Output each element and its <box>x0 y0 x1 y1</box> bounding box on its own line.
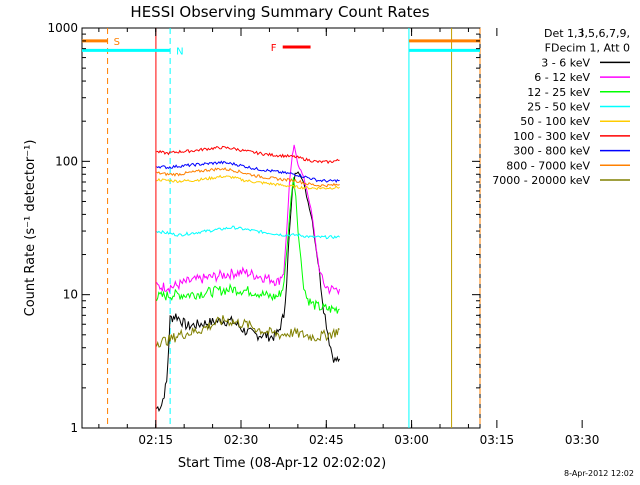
y-tick-label: 100 <box>55 154 78 168</box>
legend-entry-label: 100 - 300 keV <box>513 130 590 143</box>
series-line-7 <box>156 167 340 188</box>
series-line-3 <box>156 225 340 240</box>
legend-entry-label: 3 - 6 keV <box>541 56 590 69</box>
legend-header: FDecim 1, Att 0 <box>545 42 630 55</box>
annotation-label: N <box>176 46 183 57</box>
annotation-label: F <box>271 43 277 54</box>
series-layer <box>156 144 341 412</box>
y-axis-ticks: 1 10 100 1000 <box>47 21 480 435</box>
x-tick-label: 03:30 <box>565 433 600 447</box>
series-line-5 <box>156 145 340 165</box>
x-tick-label: 02:45 <box>309 433 344 447</box>
annotations: SN F <box>82 28 481 428</box>
series-line-0 <box>156 171 341 412</box>
legend-entry-label: 50 - 100 keV <box>520 115 590 128</box>
y-tick-label: 1 <box>70 421 78 435</box>
annotation-label: S <box>114 37 120 48</box>
x-tick-label: 02:30 <box>224 433 259 447</box>
x-tick-label: 03:00 <box>394 433 429 447</box>
x-axis-label: Start Time (08-Apr-12 02:02:02) <box>178 456 386 471</box>
timestamp-stamp: 8-Apr-2012 12:02 <box>564 469 634 478</box>
x-tick-label: 03:15 <box>480 433 515 447</box>
series-line-6 <box>156 160 340 184</box>
plot-frame <box>81 27 481 429</box>
legend: Det 1,3,5,6,7,9, FDecim 1, Att 03 - 6 keV… <box>492 27 630 187</box>
legend-entry-label: 800 - 7000 keV <box>506 159 590 172</box>
x-tick-label: 02:15 <box>138 433 173 447</box>
y-axis-label: Count Rate (s⁻¹ detector⁻¹) <box>23 140 38 317</box>
legend-entry-label: 12 - 25 keV <box>527 86 590 99</box>
legend-entry-label: 300 - 800 keV <box>513 145 590 158</box>
legend-header: Det 1,3,5,6,7,9, <box>544 27 630 40</box>
y-tick-label: 1000 <box>47 21 78 35</box>
series-line-1 <box>156 144 341 296</box>
x-axis-ticks: 02:15 02:30 02:45 03:00 03:15 03:30 <box>98 28 600 447</box>
series-line-8 <box>156 315 340 348</box>
legend-entry-label: 6 - 12 keV <box>534 71 590 84</box>
series-line-2 <box>156 177 340 314</box>
y-tick-label: 10 <box>63 288 78 302</box>
legend-entry-label: 25 - 50 keV <box>527 101 590 114</box>
legend-entry-label: 7000 - 20000 keV <box>492 174 590 187</box>
chart-title: HESSI Observing Summary Count Rates <box>130 3 429 21</box>
series-line-4 <box>156 174 340 191</box>
